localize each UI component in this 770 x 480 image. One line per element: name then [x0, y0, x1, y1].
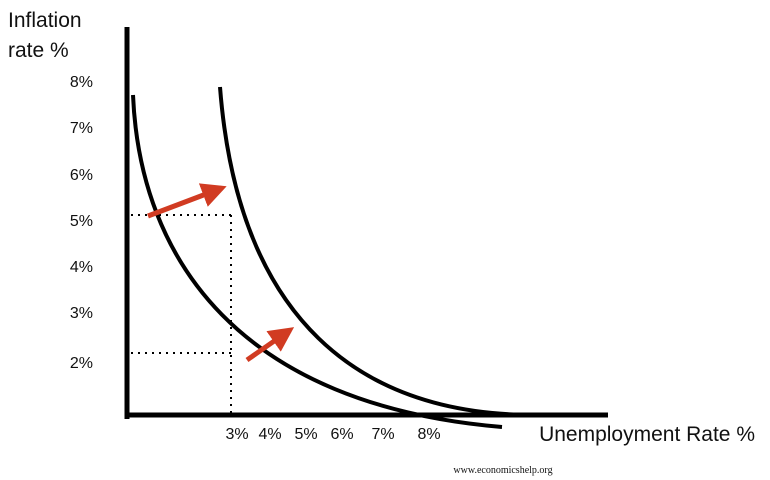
shift-arrow: [147, 183, 227, 219]
y-axis-title: rate %: [8, 39, 69, 62]
y-tick-label: 4%: [70, 259, 93, 276]
y-tick-label: 6%: [70, 167, 93, 184]
x-tick-label: 4%: [258, 426, 281, 443]
x-tick-label: 6%: [330, 426, 353, 443]
y-axis-title: Inflation: [8, 9, 82, 32]
source: www.economicshelp.org: [453, 465, 552, 476]
y-tick-label: 5%: [70, 213, 93, 230]
x-tick-label: 3%: [225, 426, 248, 443]
x-tick-label: 7%: [371, 426, 394, 443]
shifted-phillips-curve: [218, 86, 536, 417]
shift-arrow: [245, 327, 295, 363]
x-tick-label: 8%: [417, 426, 440, 443]
y-tick-label: 2%: [70, 355, 93, 372]
y-tick-label: 8%: [70, 74, 93, 91]
x-tick-label: 5%: [294, 426, 317, 443]
y-tick-label: 7%: [70, 120, 93, 137]
x-axis-title: Unemployment Rate %: [539, 423, 755, 446]
y-tick-label: 3%: [70, 305, 93, 322]
phillips-curve: [131, 94, 503, 429]
